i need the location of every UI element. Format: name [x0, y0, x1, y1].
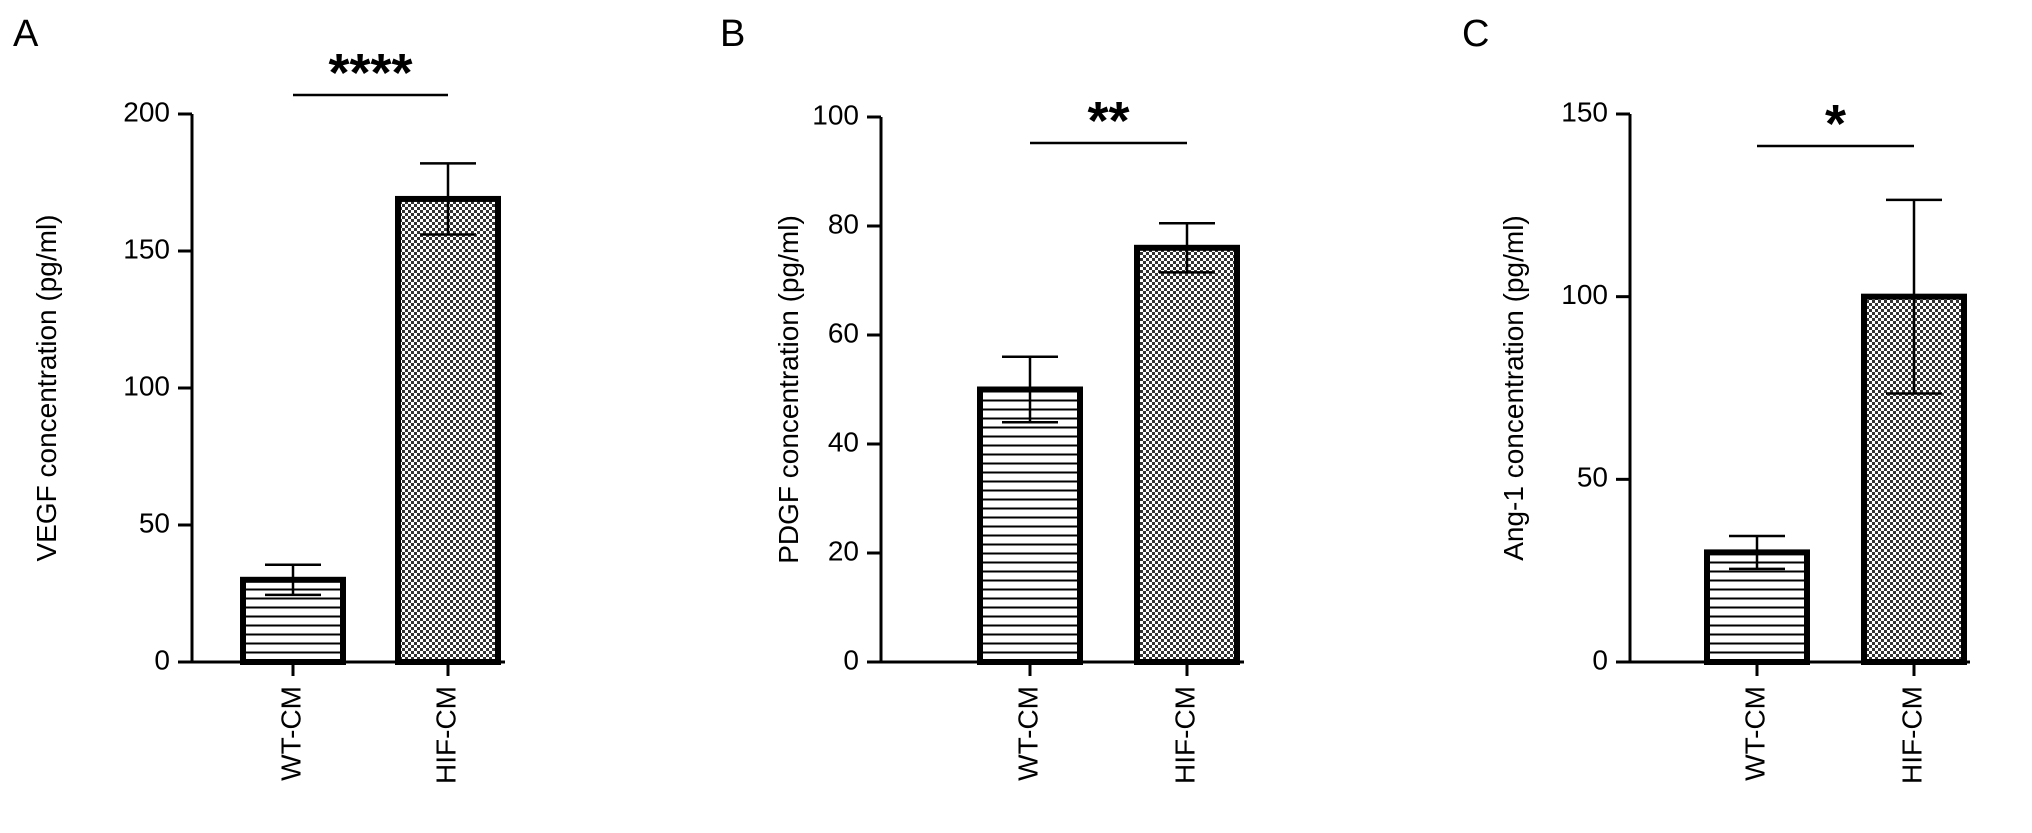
y-tick-label: 50	[1577, 462, 1608, 493]
significance-label: ****	[328, 43, 412, 103]
x-tick-label: WT-CM	[1012, 686, 1043, 781]
y-tick-label: 0	[843, 644, 859, 675]
y-tick-label: 150	[123, 233, 170, 264]
y-tick-label: 60	[828, 317, 859, 348]
y-tick-label: 0	[1592, 644, 1608, 675]
bar	[1134, 244, 1240, 666]
y-tick-label: 100	[1561, 279, 1608, 310]
y-tick-label: 100	[812, 99, 859, 130]
x-tick-label: HIF-CM	[1169, 686, 1200, 784]
x-tick-label: HIF-CM	[430, 686, 461, 784]
y-axis-title: VEGF concentration (pg/ml)	[31, 214, 62, 561]
y-axis-title: Ang-1 concentration (pg/ml)	[1498, 215, 1529, 561]
panel-label: C	[1462, 13, 1489, 55]
panel-label: B	[720, 13, 745, 55]
y-tick-label: 0	[154, 644, 170, 675]
y-axis-title: PDGF concentration (pg/ml)	[773, 215, 804, 564]
y-tick-label: 20	[828, 535, 859, 566]
y-tick-label: 150	[1561, 96, 1608, 127]
x-tick-label: HIF-CM	[1896, 686, 1927, 784]
x-tick-label: WT-CM	[1739, 686, 1770, 781]
bar	[977, 386, 1083, 665]
y-tick-label: 80	[828, 208, 859, 239]
bar	[395, 195, 501, 665]
x-tick-label: WT-CM	[275, 686, 306, 781]
y-tick-label: 100	[123, 370, 170, 401]
panel-label: A	[13, 13, 39, 55]
significance-label: **	[1087, 91, 1129, 151]
y-tick-label: 200	[123, 96, 170, 127]
y-tick-label: 40	[828, 426, 859, 457]
y-tick-label: 50	[139, 507, 170, 538]
significance-label: *	[1825, 94, 1846, 154]
